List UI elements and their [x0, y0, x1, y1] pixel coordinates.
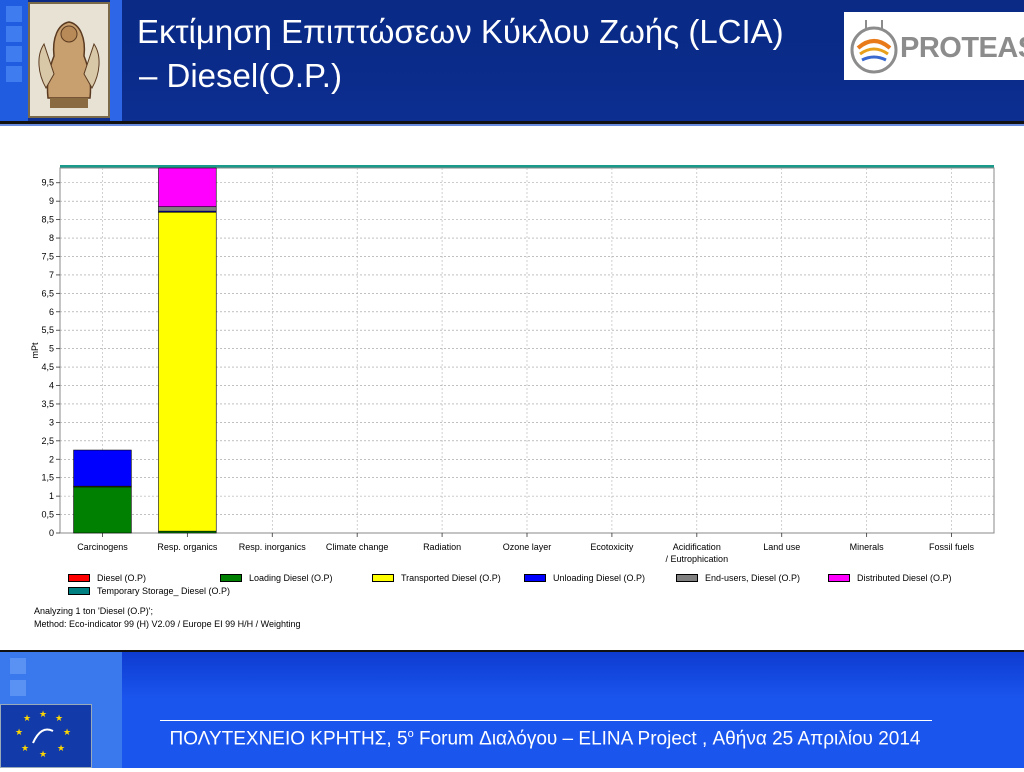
x-tick-label: Resp. organics: [157, 542, 218, 552]
lcia-bar-chart: 0 0,5 1 1,5 2 2,5 3 3,5 4 4,5 5 5,5 6 6,5 7 7,5 8 8,5 9 9,5…: [30, 167, 995, 564]
legend-label: Unloading Diesel (O.P): [553, 572, 646, 583]
y-tick-label: 7: [49, 270, 54, 280]
header-decor-strip: [0, 0, 28, 124]
x-tick-label: Minerals: [850, 542, 885, 552]
y-axis-label: mPt: [30, 342, 40, 359]
y-tick-label: 3: [49, 417, 54, 427]
x-tick-label: Ozone layer: [503, 542, 552, 552]
svg-text:★: ★: [21, 744, 29, 754]
y-tick-label: 6: [49, 307, 54, 317]
y-tick-label: 5: [49, 344, 54, 354]
y-tick-label: 5,5: [41, 325, 54, 335]
chart-container: 0 0,5 1 1,5 2 2,5 3 3,5 4 4,5 5 5,5 6 6,5 7 7,5 8 8,5 9 9,5…: [28, 160, 1008, 640]
analysis-line-2: Method: Eco-indicator 99 (H) V2.09 / Eur…: [34, 619, 301, 629]
x-tick-label: Resp. inorganics: [239, 542, 307, 552]
legend-item: Diesel (O.P): [68, 571, 146, 584]
header-band: Εκτίμηση Επιπτώσεων Κύκλου Ζωής (LCIA) –…: [0, 0, 1024, 124]
bar-segment: [158, 206, 217, 212]
y-tick-label: 3,5: [41, 399, 54, 409]
legend-swatch: [68, 573, 90, 582]
y-tick-label: 4: [49, 381, 54, 391]
footer-rule: [160, 720, 932, 721]
proteas-logo: PROTEAS: [844, 12, 1024, 80]
legend-item: Unloading Diesel (O.P): [524, 571, 645, 584]
y-tick-label: 2,5: [41, 436, 54, 446]
proteas-logo-text: PROTEAS: [900, 32, 1024, 64]
university-logo: [28, 2, 110, 118]
legend-label: End-users, Diesel (O.P): [705, 572, 801, 583]
svg-text:★: ★: [63, 728, 71, 738]
x-tick-label: Fossil fuels: [929, 542, 975, 552]
legend-item: Distributed Diesel (O.P): [828, 571, 952, 584]
legend-swatch: [828, 573, 850, 582]
bar-segment: [73, 486, 132, 534]
page-title: Εκτίμηση Επιπτώσεων Κύκλου Ζωής (LCIA) –…: [137, 10, 837, 98]
footer-caption: ΠΟΛΥΤΕΧΝΕΙΟ ΚΡΗΤΗΣ, 5o Forum Διαλόγου – …: [120, 728, 970, 750]
analysis-notes: Analyzing 1 ton 'Diesel (O.P)'; Method: …: [34, 605, 300, 631]
footer-band: [0, 652, 1024, 768]
y-tick-label: 1,5: [41, 473, 54, 483]
svg-text:★: ★: [15, 728, 23, 738]
y-tick-label: 0: [49, 528, 54, 538]
y-tick-label: 2: [49, 454, 54, 464]
bar-segment: [158, 211, 217, 532]
header-decor-gap: [110, 0, 122, 124]
svg-text:★: ★: [23, 714, 31, 724]
legend-label: Transported Diesel (O.P): [401, 572, 501, 583]
legend-swatch: [372, 573, 394, 582]
svg-text:★: ★: [39, 750, 47, 760]
x-tick-label: / Eutrophication: [666, 554, 729, 564]
legend-swatch: [676, 573, 698, 582]
y-tick-label: 9,5: [41, 178, 54, 188]
bar-segment: [158, 167, 217, 208]
eu-life-logo: ★ ★ ★ ★ ★ ★ ★ ★: [0, 704, 92, 768]
svg-text:★: ★: [57, 744, 65, 754]
y-tick-label: 6,5: [41, 288, 54, 298]
legend-item: Temporary Storage_ Diesel (O.P): [68, 584, 230, 597]
title-line-1: Εκτίμηση Επιπτώσεων Κύκλου Ζωής (LCIA): [137, 13, 784, 50]
title-line-2: – Diesel(O.P.): [139, 57, 342, 94]
svg-text:★: ★: [39, 710, 47, 720]
legend-label: Temporary Storage_ Diesel (O.P): [97, 585, 231, 596]
bar-segment: [73, 449, 132, 487]
legend-item: Loading Diesel (O.P): [220, 571, 333, 584]
header-divider: [0, 121, 1024, 124]
header-divider-light: [0, 124, 1024, 126]
x-tick-label: Climate change: [326, 542, 389, 552]
x-tick-label: Acidification: [673, 542, 721, 552]
y-tick-label: 1: [49, 491, 54, 501]
legend-item: Transported Diesel (O.P): [372, 571, 501, 584]
y-tick-label: 0,5: [41, 510, 54, 520]
y-tick-label: 7,5: [41, 251, 54, 261]
legend-label: Diesel (O.P): [97, 572, 147, 583]
x-tick-label: Carcinogens: [77, 542, 128, 552]
y-tick-label: 4,5: [41, 362, 54, 372]
legend-label: Distributed Diesel (O.P): [857, 572, 952, 583]
x-tick-label: Land use: [763, 542, 800, 552]
svg-text:★: ★: [55, 714, 63, 724]
legend-swatch: [524, 573, 546, 582]
footer-text-before: ΠΟΛΥΤΕΧΝΕΙΟ ΚΡΗΤΗΣ, 5: [169, 728, 408, 750]
x-tick-label: Ecotoxicity: [590, 542, 634, 552]
y-tick-label: 9: [49, 196, 54, 206]
legend-item: End-users, Diesel (O.P): [676, 571, 800, 584]
footer-superscript: o: [407, 728, 414, 740]
legend-swatch: [220, 573, 242, 582]
footer-text-after: Forum Διαλόγου – ELINA Project , Αθήνα 2…: [413, 728, 921, 750]
legend-swatch: [68, 586, 90, 595]
chart-legend: Diesel (O.P) Loading Diesel (O.P) Transpor…: [68, 571, 998, 601]
y-tick-label: 8: [49, 233, 54, 243]
x-tick-label: Radiation: [423, 542, 461, 552]
analysis-line-1: Analyzing 1 ton 'Diesel (O.P)';: [34, 606, 153, 616]
legend-label: Loading Diesel (O.P): [249, 572, 333, 583]
y-tick-label: 8,5: [41, 215, 54, 225]
